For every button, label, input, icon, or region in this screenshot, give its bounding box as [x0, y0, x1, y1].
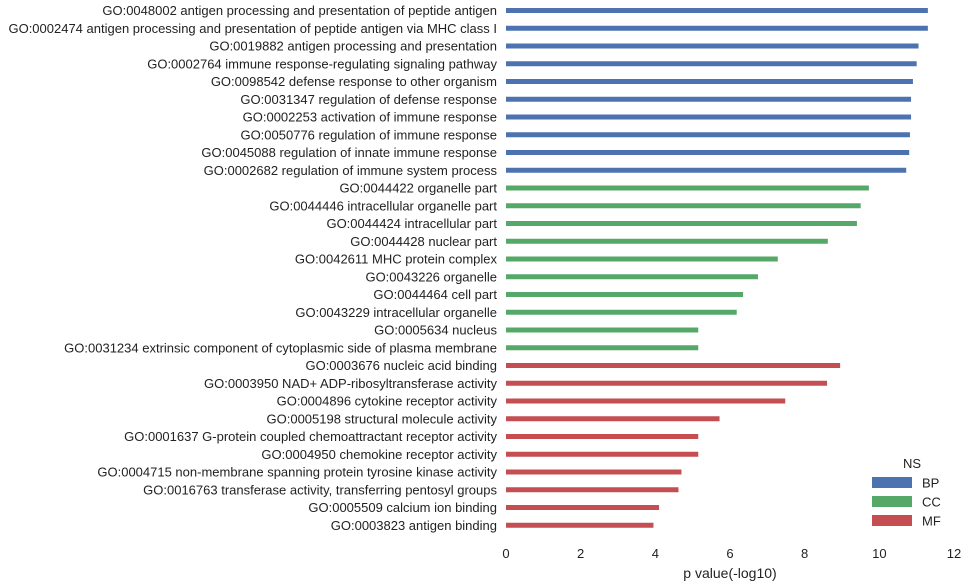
bar-bp [506, 150, 910, 155]
category-label: GO:0004896 cytokine receptor activity [277, 394, 498, 409]
category-label: GO:0043226 organelle [365, 269, 497, 284]
bar-bp [506, 132, 910, 138]
bar-mf [506, 469, 682, 475]
bar-mf [506, 522, 654, 528]
category-label: GO:0016763 transferase activity, transfe… [143, 482, 497, 497]
bar-mf [506, 416, 720, 422]
category-label: GO:0019882 antigen processing and presen… [209, 39, 497, 54]
category-label: GO:0004950 chemokine receptor activity [261, 447, 497, 462]
bar-cc [506, 274, 758, 280]
category-label: GO:0005634 nucleus [374, 323, 497, 338]
category-label: GO:0002474 antigen processing and presen… [8, 21, 497, 36]
category-labels: GO:0048002 antigen processing and presen… [8, 3, 497, 533]
category-label: GO:0005509 calcium ion binding [308, 500, 497, 515]
category-label: GO:0003950 NAD+ ADP-ribosyltransferase a… [204, 376, 497, 391]
bar-cc [506, 238, 828, 244]
bar-mf [506, 505, 660, 510]
bar-mf [506, 398, 786, 404]
bar-cc [506, 327, 699, 333]
bar-mf [506, 487, 679, 493]
legend-label-mf: MF [922, 514, 941, 529]
category-label: GO:0044422 organelle part [339, 181, 497, 196]
category-label: GO:0042611 MHC protein complex [295, 252, 498, 267]
category-label: GO:0044464 cell part [373, 287, 497, 302]
legend-swatch-bp [872, 477, 912, 488]
category-label: GO:0043229 intracellular organelle [295, 305, 497, 320]
legend-title: NS [903, 456, 921, 471]
category-label: GO:0002682 regulation of immune system p… [204, 163, 498, 178]
legend-swatch-mf [872, 515, 912, 526]
bar-bp [506, 79, 913, 84]
bars [506, 8, 928, 528]
bar-bp [506, 8, 928, 13]
category-label: GO:0050776 regulation of immune response [240, 127, 497, 142]
legend-label-bp: BP [922, 476, 939, 491]
bar-bp [506, 43, 919, 49]
category-label: GO:0031347 regulation of defense respons… [240, 92, 497, 107]
category-label: GO:0044428 nuclear part [350, 234, 497, 249]
category-label: GO:0098542 defense response to other org… [211, 74, 497, 89]
category-label: GO:0005198 structural molecule activity [267, 411, 498, 426]
bar-bp [506, 167, 907, 173]
legend: NS BP CC MF [872, 456, 941, 529]
legend-label-cc: CC [922, 495, 941, 510]
x-tick-label: 8 [801, 546, 808, 561]
legend-swatch-cc [872, 496, 912, 507]
bar-cc [506, 309, 737, 315]
bar-cc [506, 256, 778, 262]
category-label: GO:0003676 nucleic acid binding [305, 358, 497, 373]
bar-cc [506, 292, 744, 297]
bar-mf [506, 451, 699, 457]
category-label: GO:0031234 extrinsic component of cytopl… [64, 340, 497, 355]
category-label: GO:0001637 G-protein coupled chemoattrac… [124, 429, 497, 444]
category-label: GO:0045088 regulation of innate immune r… [201, 145, 497, 160]
category-label: GO:0002253 activation of immune response [243, 110, 497, 125]
x-tick-label: 12 [947, 546, 961, 561]
category-label: GO:0044446 intracellular organelle part [269, 198, 497, 213]
category-label: GO:0044424 intracellular part [326, 216, 497, 231]
bar-mf [506, 363, 841, 368]
category-label: GO:0004715 non-membrane spanning protein… [97, 465, 497, 480]
category-label: GO:0002764 immune response-regulating si… [147, 56, 497, 71]
x-tick-label: 4 [652, 546, 659, 561]
x-axis-label: p value(-log10) [683, 565, 776, 581]
bar-bp [506, 61, 917, 67]
bar-cc [506, 185, 869, 191]
x-tick-label: 6 [726, 546, 733, 561]
bar-bp [506, 114, 912, 120]
bar-mf [506, 380, 828, 386]
category-label: GO:0048002 antigen processing and presen… [102, 3, 497, 18]
x-axis-ticks: 0 2 4 6 8 10 12 [502, 546, 961, 561]
x-tick-label: 0 [502, 546, 509, 561]
bar-mf [506, 434, 699, 439]
bar-cc [506, 203, 861, 209]
bar-bp [506, 25, 928, 31]
bar-cc [506, 345, 699, 351]
bar-cc [506, 221, 857, 226]
x-tick-label: 10 [872, 546, 886, 561]
x-tick-label: 2 [577, 546, 584, 561]
category-label: GO:0003823 antigen binding [331, 518, 497, 533]
bar-bp [506, 96, 912, 102]
